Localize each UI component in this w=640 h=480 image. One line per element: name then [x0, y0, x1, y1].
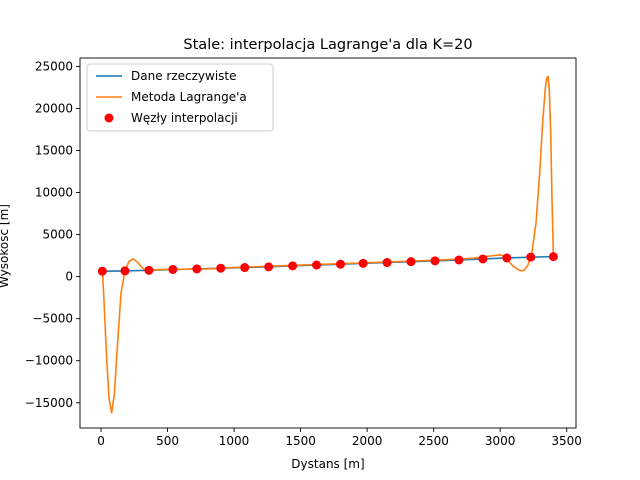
- x-tick-label: 2500: [418, 434, 449, 448]
- legend-label: Metoda Lagrange'a: [131, 90, 247, 104]
- y-tick-label: 5000: [42, 228, 73, 242]
- x-tick-label: 3500: [551, 434, 582, 448]
- interpolation-node-point: [240, 263, 250, 273]
- interpolation-node-point: [216, 263, 226, 273]
- x-tick-label: 1000: [219, 434, 250, 448]
- y-tick-label: 10000: [35, 186, 73, 200]
- interpolation-node-point: [168, 264, 178, 274]
- interpolation-node-point: [120, 266, 130, 276]
- axes: 0 500 1000 1500 2000 2500 3000 3500 −15000 −10000…: [25, 57, 582, 448]
- y-tick-label: 25000: [35, 59, 73, 73]
- x-tick-label: 0: [97, 434, 105, 448]
- y-tick-label: −10000: [25, 354, 73, 368]
- x-tick-label: 1500: [285, 434, 316, 448]
- legend: Dane rzeczywiste Metoda Lagrange'a Węzły i…: [86, 63, 274, 132]
- legend-label: Węzły interpolacji: [131, 111, 238, 125]
- plot-frame: [79, 57, 577, 429]
- interpolation-node-point: [548, 252, 558, 262]
- interpolation-node-point: [312, 260, 322, 270]
- y-tick-label: 20000: [35, 101, 73, 115]
- x-tick-label: 500: [156, 434, 179, 448]
- legend-label: Dane rzeczywiste: [131, 69, 237, 83]
- y-tick-label: 0: [65, 270, 73, 284]
- x-tick-label: 3000: [485, 434, 516, 448]
- series-layer: [97, 75, 558, 414]
- chart-title: Stale: interpolacja Lagrange'a dla K=20: [183, 37, 472, 53]
- interpolation-node-point: [454, 255, 464, 265]
- lagrange-line: [101, 75, 555, 414]
- interpolation-node-point: [97, 266, 107, 276]
- interpolation-node-point: [144, 265, 154, 275]
- interpolation-node-point: [288, 261, 298, 271]
- interpolation-node-point: [336, 259, 346, 269]
- y-tick-label: 15000: [35, 144, 73, 158]
- interpolation-node-point: [192, 264, 202, 274]
- y-axis-label: Wysokość [m]: [0, 204, 11, 288]
- x-axis-label: Dystans [m]: [291, 457, 364, 471]
- interpolation-node-point: [264, 262, 274, 272]
- interpolation-node-point: [526, 252, 536, 262]
- legend-marker-swatch: [104, 113, 114, 123]
- legend-box: [86, 63, 274, 132]
- interpolation-node-point: [430, 256, 440, 266]
- y-tick-label: −5000: [32, 312, 73, 326]
- x-tick-label: 2000: [352, 434, 383, 448]
- interpolation-node-point: [502, 253, 512, 263]
- interpolation-node-point: [358, 258, 368, 268]
- interpolation-node-point: [382, 258, 392, 268]
- interpolation-node-point: [478, 254, 488, 264]
- interpolation-node-point: [406, 257, 416, 267]
- y-tick-label: −15000: [25, 396, 73, 410]
